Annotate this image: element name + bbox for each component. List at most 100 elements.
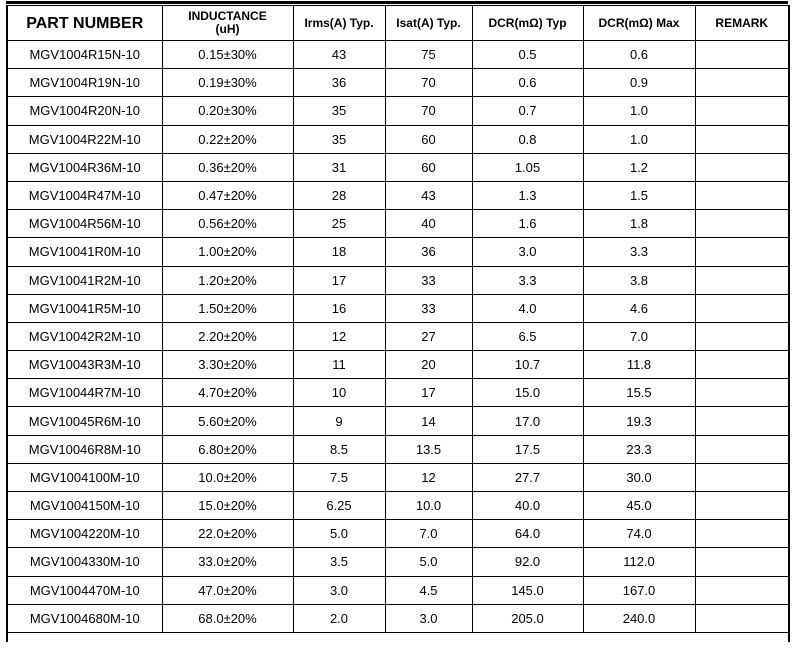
cell-isat: 20 [384, 350, 473, 380]
table-row: MGV1004R20N-10 0.20±30% 35 70 0.7 1.0 [6, 96, 790, 126]
cell-part-number: MGV10046R8M-10 [6, 434, 163, 464]
cell-dcr-typ: 6.5 [471, 321, 584, 352]
cell-irms: 5.0 [292, 519, 386, 549]
cell-isat: 33 [384, 265, 473, 295]
cell-inductance: 0.15±30% [161, 39, 294, 70]
cell-inductance: 1.50±20% [161, 293, 294, 323]
cell-remark [694, 180, 790, 211]
cell-irms: 3.0 [292, 575, 386, 605]
cell-inductance: 3.30±20% [161, 350, 294, 380]
cell-irms: 43 [292, 39, 386, 70]
cell-dcr-max: 45.0 [582, 490, 696, 521]
cell-dcr-max: 112.0 [582, 547, 696, 577]
cell-irms: 11 [292, 350, 386, 380]
cell-remark [694, 68, 790, 98]
cell-part-number: MGV1004R56M-10 [6, 209, 163, 239]
table-row: MGV1004R47M-10 0.47±20% 28 43 1.3 1.5 [6, 180, 790, 211]
cell-remark [694, 603, 790, 633]
header-row: PART NUMBER INDUCTANCE (uH) Irms(A) Typ. … [6, 5, 790, 41]
header-remark: REMARK [694, 5, 790, 41]
table-row: MGV10046R8M-10 6.80±20% 8.5 13.5 17.5 23.3 [6, 434, 790, 464]
cell-isat: 60 [384, 152, 473, 182]
cell-dcr-typ: 10.7 [471, 350, 584, 380]
table-row: MGV1004R56M-10 0.56±20% 25 40 1.6 1.8 [6, 209, 790, 239]
cell-isat: 13.5 [384, 434, 473, 464]
cell-irms: 7.5 [292, 462, 386, 493]
cell-dcr-max: 0.9 [582, 68, 696, 98]
cell-remark [694, 237, 790, 267]
table-row: MGV1004100M-10 10.0±20% 7.5 12 27.7 30.0 [6, 462, 790, 493]
cell-irms: 18 [292, 237, 386, 267]
header-irms: Irms(A) Typ. [292, 5, 386, 41]
cell-remark [694, 124, 790, 154]
cell-irms: 31 [292, 152, 386, 182]
cell-dcr-typ: 15.0 [471, 378, 584, 408]
cell-inductance: 1.20±20% [161, 265, 294, 295]
cell-dcr-typ: 145.0 [471, 575, 584, 605]
cell-inductance: 22.0±20% [161, 519, 294, 549]
cell-remark [694, 462, 790, 493]
table-row: MGV1004R36M-10 0.36±20% 31 60 1.05 1.2 [6, 152, 790, 182]
cell-dcr-max: 7.0 [582, 321, 696, 352]
cell-irms: 10 [292, 378, 386, 408]
cell-remark [694, 265, 790, 295]
cell-remark [694, 293, 790, 323]
cell-dcr-typ: 3.0 [471, 237, 584, 267]
cell-dcr-typ: 64.0 [471, 519, 584, 549]
cell-isat: 14 [384, 406, 473, 436]
header-dcr-max: DCR(mΩ) Max [582, 5, 696, 41]
cell-isat: 70 [384, 96, 473, 126]
cell-remark [694, 378, 790, 408]
cell-isat: 27 [384, 321, 473, 352]
cell-dcr-typ: 0.6 [471, 68, 584, 98]
cell-dcr-max: 240.0 [582, 603, 696, 633]
cell-irms: 35 [292, 124, 386, 154]
cell-inductance: 0.47±20% [161, 180, 294, 211]
table-row: MGV1004150M-10 15.0±20% 6.25 10.0 40.0 45.0 [6, 490, 790, 521]
cell-inductance: 0.36±20% [161, 152, 294, 182]
cell-part-number: MGV10045R6M-10 [6, 406, 163, 436]
cell-part-number: MGV10041R2M-10 [6, 265, 163, 295]
cell-part-number: MGV1004R20N-10 [6, 96, 163, 126]
cell-dcr-max: 167.0 [582, 575, 696, 605]
cell-remark [694, 96, 790, 126]
table-row: MGV1004470M-10 47.0±20% 3.0 4.5 145.0 167.0 [6, 575, 790, 605]
cell-dcr-max: 1.2 [582, 152, 696, 182]
cell-part-number: MGV1004470M-10 [6, 575, 163, 605]
table-row: MGV10042R2M-10 2.20±20% 12 27 6.5 7.0 [6, 321, 790, 352]
cell-inductance: 47.0±20% [161, 575, 294, 605]
header-inductance-unit: (uH) [215, 22, 240, 36]
cell-dcr-typ: 17.0 [471, 406, 584, 436]
cell-irms: 9 [292, 406, 386, 436]
cell-remark [694, 519, 790, 549]
cell-remark [694, 39, 790, 70]
header-inductance-label: INDUCTANCE [188, 9, 267, 23]
cell-dcr-max: 30.0 [582, 462, 696, 493]
cell-part-number: MGV10041R0M-10 [6, 237, 163, 267]
cell-dcr-typ: 3.3 [471, 265, 584, 295]
header-part-number: PART NUMBER [6, 5, 163, 41]
cell-irms: 35 [292, 96, 386, 126]
cell-irms: 8.5 [292, 434, 386, 464]
cell-inductance: 0.56±20% [161, 209, 294, 239]
table-row: MGV1004R15N-10 0.15±30% 43 75 0.5 0.6 [6, 39, 790, 70]
cell-dcr-max: 15.5 [582, 378, 696, 408]
cell-dcr-max: 1.0 [582, 124, 696, 154]
cell-remark [694, 406, 790, 436]
cell-remark [694, 434, 790, 464]
cell-dcr-max: 0.6 [582, 39, 696, 70]
cell-dcr-max: 1.5 [582, 180, 696, 211]
cell-isat: 43 [384, 180, 473, 211]
table-row: MGV1004R22M-10 0.22±20% 35 60 0.8 1.0 [6, 124, 790, 154]
cell-irms: 2.0 [292, 603, 386, 633]
cell-isat: 70 [384, 68, 473, 98]
cell-remark [694, 152, 790, 182]
cell-dcr-max: 11.8 [582, 350, 696, 380]
top-rule [6, 1, 788, 4]
table-row: MGV10043R3M-10 3.30±20% 11 20 10.7 11.8 [6, 350, 790, 380]
cell-inductance: 4.70±20% [161, 378, 294, 408]
table-row: MGV10041R2M-10 1.20±20% 17 33 3.3 3.8 [6, 265, 790, 295]
table-row: MGV10045R6M-10 5.60±20% 9 14 17.0 19.3 [6, 406, 790, 436]
cell-part-number: MGV1004100M-10 [6, 462, 163, 493]
cell-part-number: MGV1004R22M-10 [6, 124, 163, 154]
